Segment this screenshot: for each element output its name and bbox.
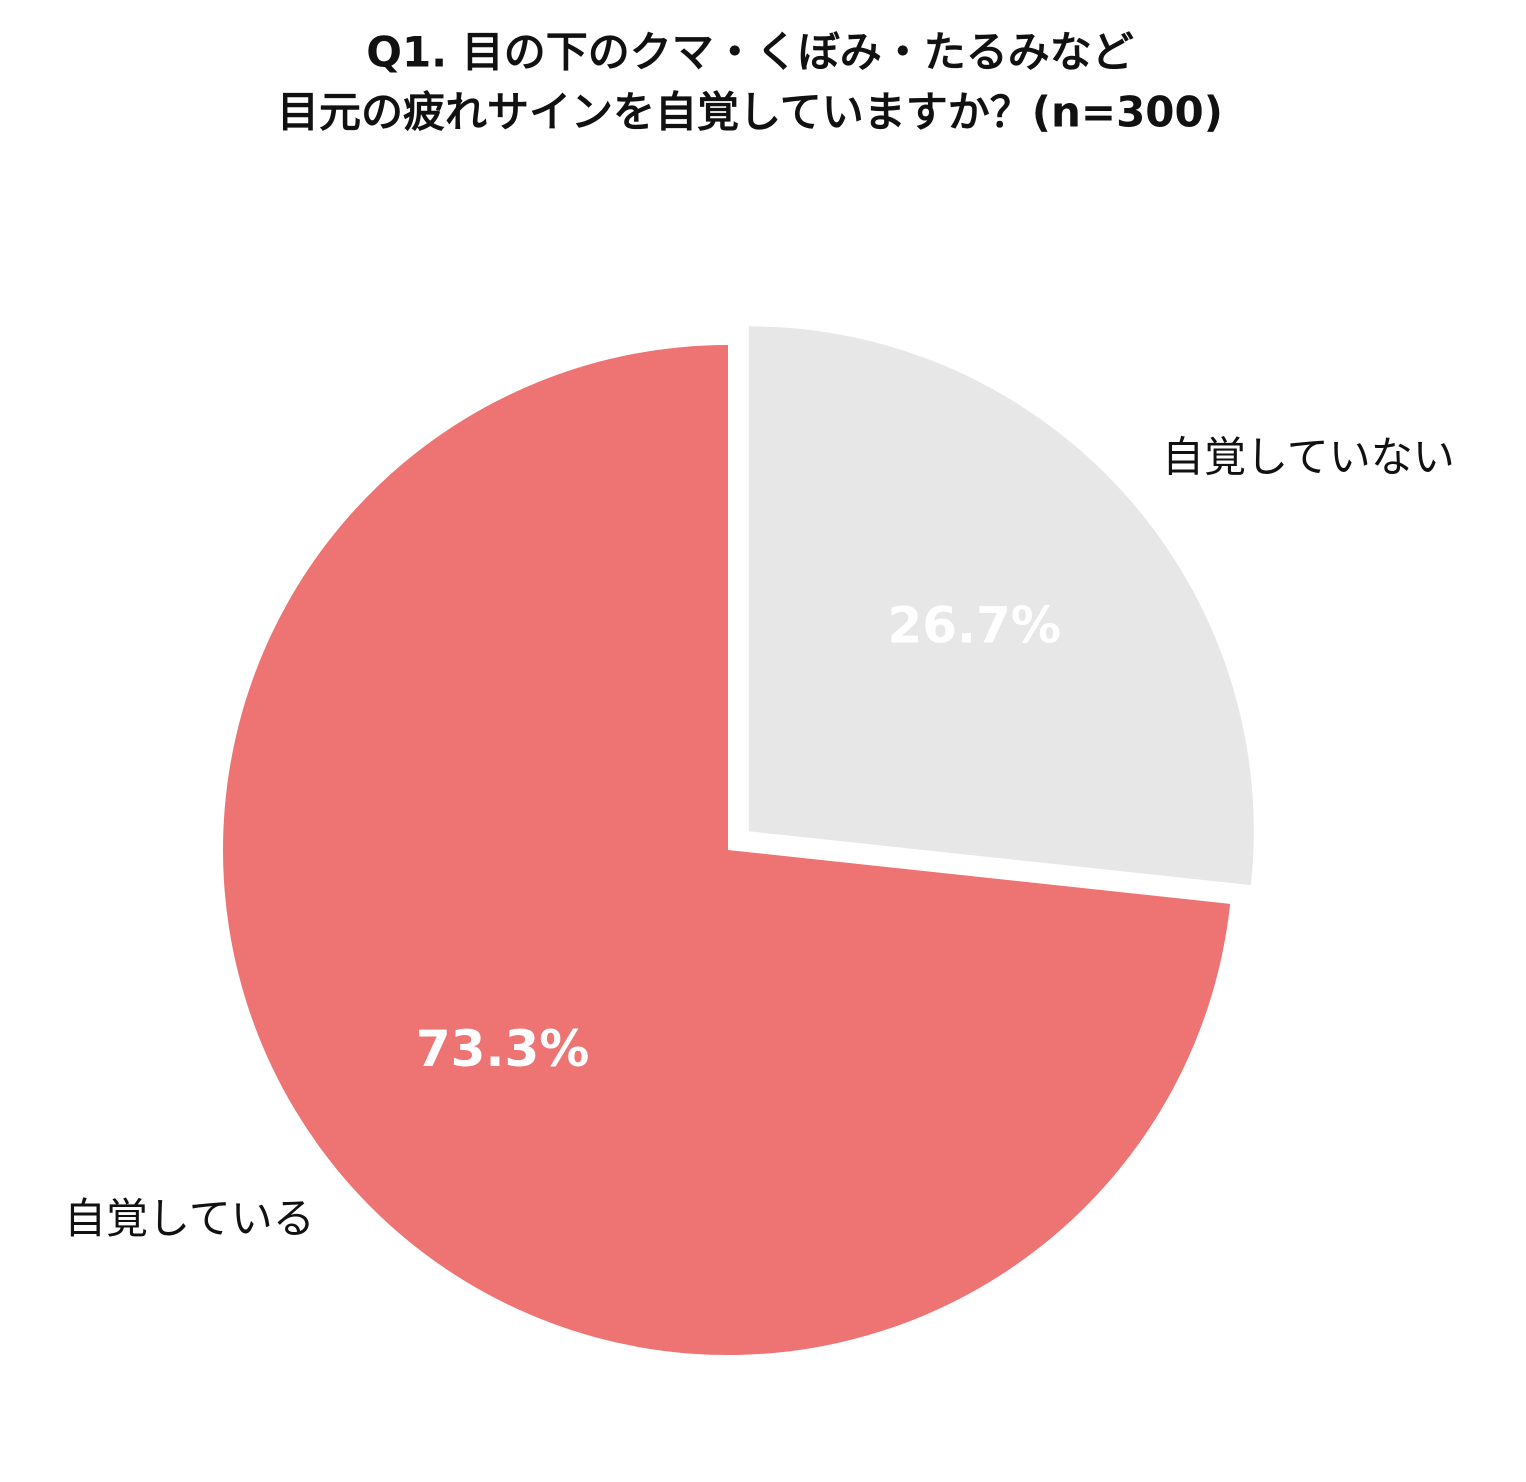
value-label: 26.7% [887, 596, 1060, 654]
category-label: 自覚していない [1162, 433, 1455, 482]
value-label: 73.3% [416, 1020, 589, 1078]
pie-slice [223, 345, 1231, 1355]
chart-title: Q1. 目の下のクマ・くぼみ・たるみなど [366, 28, 1134, 77]
pie-slice [748, 326, 1254, 886]
category-label: 自覚している [64, 1194, 315, 1243]
chart-title: 目元の疲れサインを自覚していますか？(n=300) [277, 88, 1223, 137]
